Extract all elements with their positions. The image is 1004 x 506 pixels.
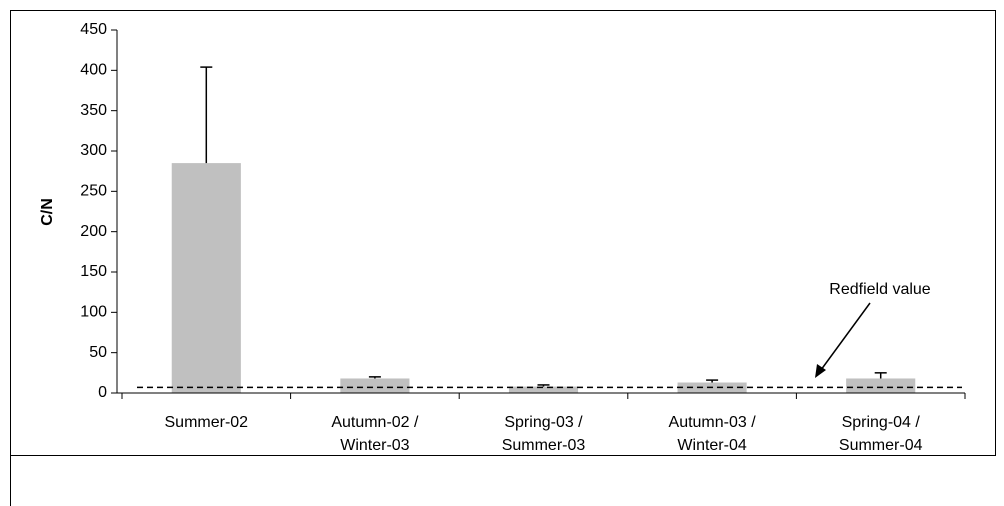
y-tick-label: 300 [80, 142, 107, 159]
x-tick-label: Spring-03 / Summer-03 [502, 414, 586, 454]
bar [846, 378, 916, 393]
y-tick-label: 350 [80, 102, 107, 119]
x-tick-line: Autumn-03 / [669, 414, 757, 431]
error-bar [874, 372, 887, 379]
x-tick-label: Autumn-03 / Winter-04 [669, 414, 757, 454]
error-bar [368, 376, 381, 379]
y-tick-label: 0 [98, 384, 107, 401]
x-tick-line: Summer-03 [502, 437, 586, 454]
x-tick-line: Spring-03 / [504, 414, 583, 431]
error-bar [537, 384, 550, 387]
x-tick-label: Spring-04 / Summer-04 [839, 414, 923, 454]
x-tick-label: Autumn-02 / Winter-03 [331, 414, 419, 454]
y-tick-label: 50 [89, 344, 107, 361]
x-tick-line: Summer-04 [839, 437, 923, 454]
y-tick-label: 450 [80, 21, 107, 38]
x-tick-line: Summer-02 [165, 414, 249, 431]
reference-label: Redfield value [829, 281, 931, 298]
arrow-head [815, 364, 826, 378]
bar [340, 378, 410, 393]
x-tick-line: Winter-04 [677, 437, 746, 454]
annotation-arrow [817, 302, 871, 375]
y-tick-label: 200 [80, 223, 107, 240]
y-tick-label: 250 [80, 183, 107, 200]
x-tick-line: Autumn-02 / [331, 414, 419, 431]
x-tick-label: Summer-02 [165, 414, 249, 431]
y-tick-label: 100 [80, 304, 107, 321]
chart-frame [10, 10, 996, 456]
x-tick-line: Winter-03 [340, 437, 409, 454]
y-tick-label: 150 [80, 263, 107, 280]
y-axis-label: C/N [39, 198, 56, 226]
error-bar [706, 379, 719, 383]
bar [171, 163, 241, 393]
bar [508, 386, 579, 393]
x-tick-line: Spring-04 / [842, 414, 921, 431]
y-tick-label: 400 [80, 62, 107, 79]
error-bar [200, 66, 213, 164]
